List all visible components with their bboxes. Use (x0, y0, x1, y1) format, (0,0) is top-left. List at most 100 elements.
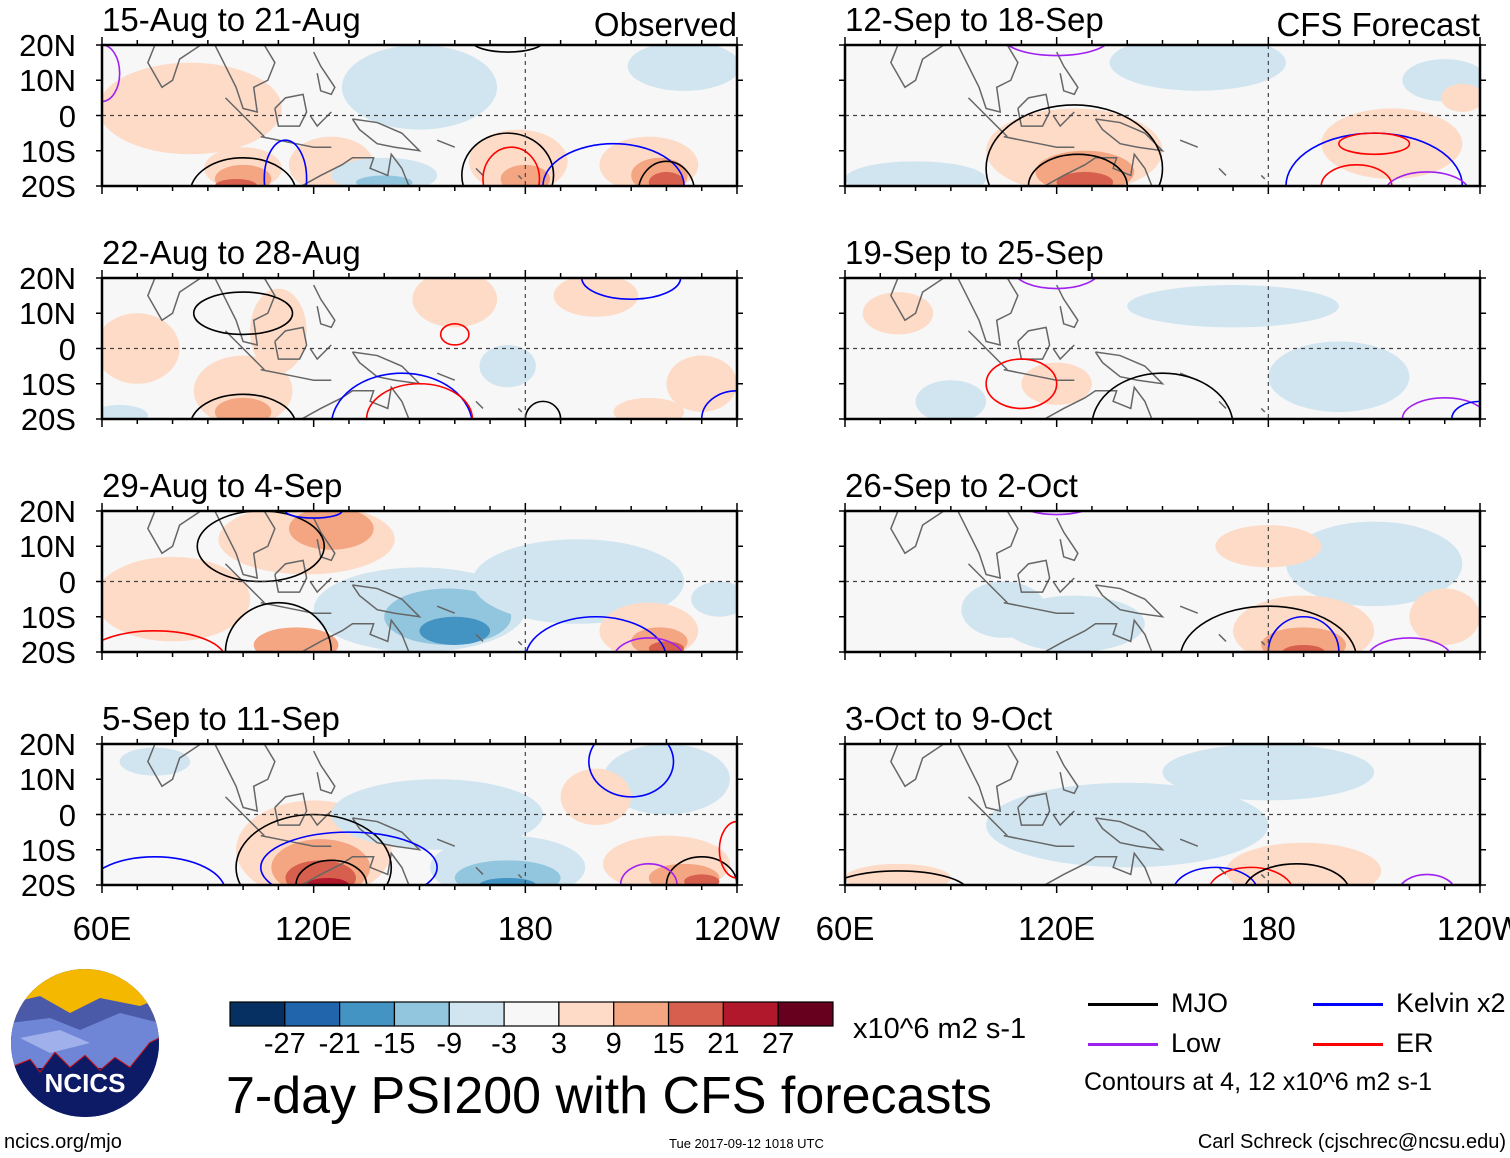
map-panel (839, 736, 1486, 893)
map-panel (96, 270, 743, 427)
coastline (1094, 584, 1165, 618)
coastline (260, 834, 332, 847)
coastline (436, 139, 456, 148)
coastline (957, 744, 1019, 812)
legend-line (1313, 1003, 1383, 1006)
psi-anomaly-region (288, 511, 374, 550)
figure-title: 7-day PSI200 with CFS forecasts (226, 1067, 992, 1125)
panel-title: 3-Oct to 9-Oct (845, 700, 1053, 737)
psi-anomaly-region (1109, 45, 1286, 91)
coastline (224, 330, 265, 371)
psi-anomaly-region (845, 863, 951, 885)
wave-contour (331, 372, 473, 419)
coastline (1094, 351, 1165, 385)
legend-label: Low (1171, 1028, 1221, 1058)
lat-label: 20N (19, 494, 76, 529)
wave-contour (192, 291, 294, 336)
lon-label: 120E (1018, 910, 1096, 947)
psi-anomaly-region (691, 581, 737, 617)
wave-contour (985, 104, 1164, 186)
coastline (312, 750, 336, 795)
lat-label: 20N (19, 28, 76, 63)
footer-url[interactable]: ncics.org/mjo (4, 1131, 122, 1153)
psi-anomaly-region (862, 292, 934, 335)
coastline (1260, 407, 1266, 413)
coastline (214, 744, 276, 812)
coastline (312, 51, 336, 96)
psi-anomaly-region (454, 860, 561, 885)
panel-title: 5-Sep to 11-Sep (102, 700, 340, 737)
forecast-label: CFS Forecast (1276, 6, 1480, 43)
psi-anomaly-region (1261, 627, 1346, 652)
psi-anomaly-region (1278, 870, 1364, 885)
lat-label: 20S (20, 402, 76, 437)
coastline (890, 744, 945, 788)
coastline (351, 817, 422, 851)
coastline (1055, 517, 1079, 562)
psi-anomaly-region (102, 404, 148, 419)
observed-label: Observed (593, 6, 737, 43)
coastline (517, 407, 523, 413)
psi-anomaly-region (419, 616, 491, 645)
psi-anomaly-region (613, 397, 685, 419)
coastline (214, 45, 276, 113)
wave-contour (588, 744, 675, 798)
psi-anomaly-region (1321, 108, 1463, 179)
coastline (967, 796, 1008, 837)
coastline (967, 563, 1008, 604)
lat-label: 10N (19, 529, 76, 565)
coastline (1260, 640, 1266, 646)
wave-contour (1368, 637, 1451, 652)
coastline (1003, 601, 1075, 614)
coastline (351, 351, 422, 385)
lat-label: 10N (19, 63, 76, 99)
lat-label: 10S (20, 366, 76, 402)
wave-contour (1386, 171, 1468, 186)
colorbar-swatch (777, 1001, 834, 1027)
wave-contour (580, 278, 682, 300)
lon-label: 60E (815, 910, 875, 947)
legend-label: MJO (1171, 988, 1228, 1018)
psi-anomaly-region (1268, 341, 1410, 412)
coastline (475, 167, 484, 176)
psi-anomaly-region (479, 344, 536, 388)
colorbar-units: x10^6 m2 s-1 (853, 1013, 1027, 1045)
coastline (274, 792, 308, 826)
wave-contour (102, 856, 225, 885)
coastline (260, 368, 332, 381)
legend-line (1313, 1043, 1383, 1046)
psi-anomaly-region (214, 178, 258, 186)
coastline (351, 118, 422, 152)
wave-contour (845, 870, 966, 885)
coastline (1043, 618, 1153, 652)
coastline (1017, 559, 1051, 593)
wave-contour (638, 160, 695, 186)
wave-contour (1244, 863, 1349, 885)
coastline (1055, 284, 1079, 329)
psi-anomaly-region (306, 877, 349, 885)
wave-contour (985, 358, 1058, 410)
map-panel (839, 37, 1486, 194)
legend-line (1088, 1003, 1158, 1006)
coastline (517, 640, 523, 646)
coastline (957, 45, 1019, 113)
wave-contour (284, 511, 343, 519)
wave-contour (1173, 866, 1257, 885)
psi-anomaly-region (684, 874, 720, 885)
wave-contour (1028, 511, 1086, 516)
coastline (1218, 633, 1227, 642)
wave-contour (1180, 605, 1357, 652)
lat-label: 20S (20, 868, 76, 903)
coastline (1043, 851, 1153, 885)
wave-contour (224, 601, 333, 652)
colorbar-label: 3 (550, 1028, 567, 1060)
coastline (1055, 750, 1079, 795)
coastline (274, 326, 308, 360)
psi-anomaly-region (1162, 744, 1375, 801)
coastline (967, 330, 1008, 371)
wave-contour (196, 511, 326, 583)
lat-label: 0 (58, 564, 76, 600)
coastline (224, 563, 265, 604)
psi-anomaly-region (1127, 285, 1339, 328)
wave-contour (482, 146, 541, 186)
